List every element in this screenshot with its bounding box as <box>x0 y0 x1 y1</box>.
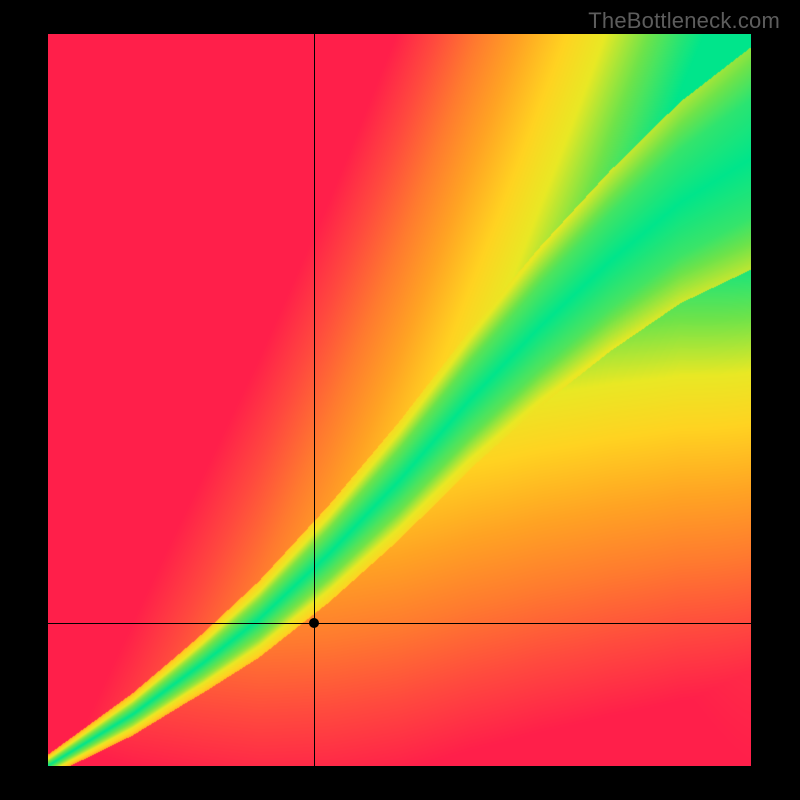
watermark-text: TheBottleneck.com <box>588 8 780 34</box>
crosshair-vertical <box>314 34 315 766</box>
crosshair-horizontal <box>48 623 751 624</box>
heatmap-canvas <box>48 34 751 766</box>
chart-container: TheBottleneck.com <box>0 0 800 800</box>
plot-area <box>48 34 751 766</box>
marker-point <box>309 618 319 628</box>
